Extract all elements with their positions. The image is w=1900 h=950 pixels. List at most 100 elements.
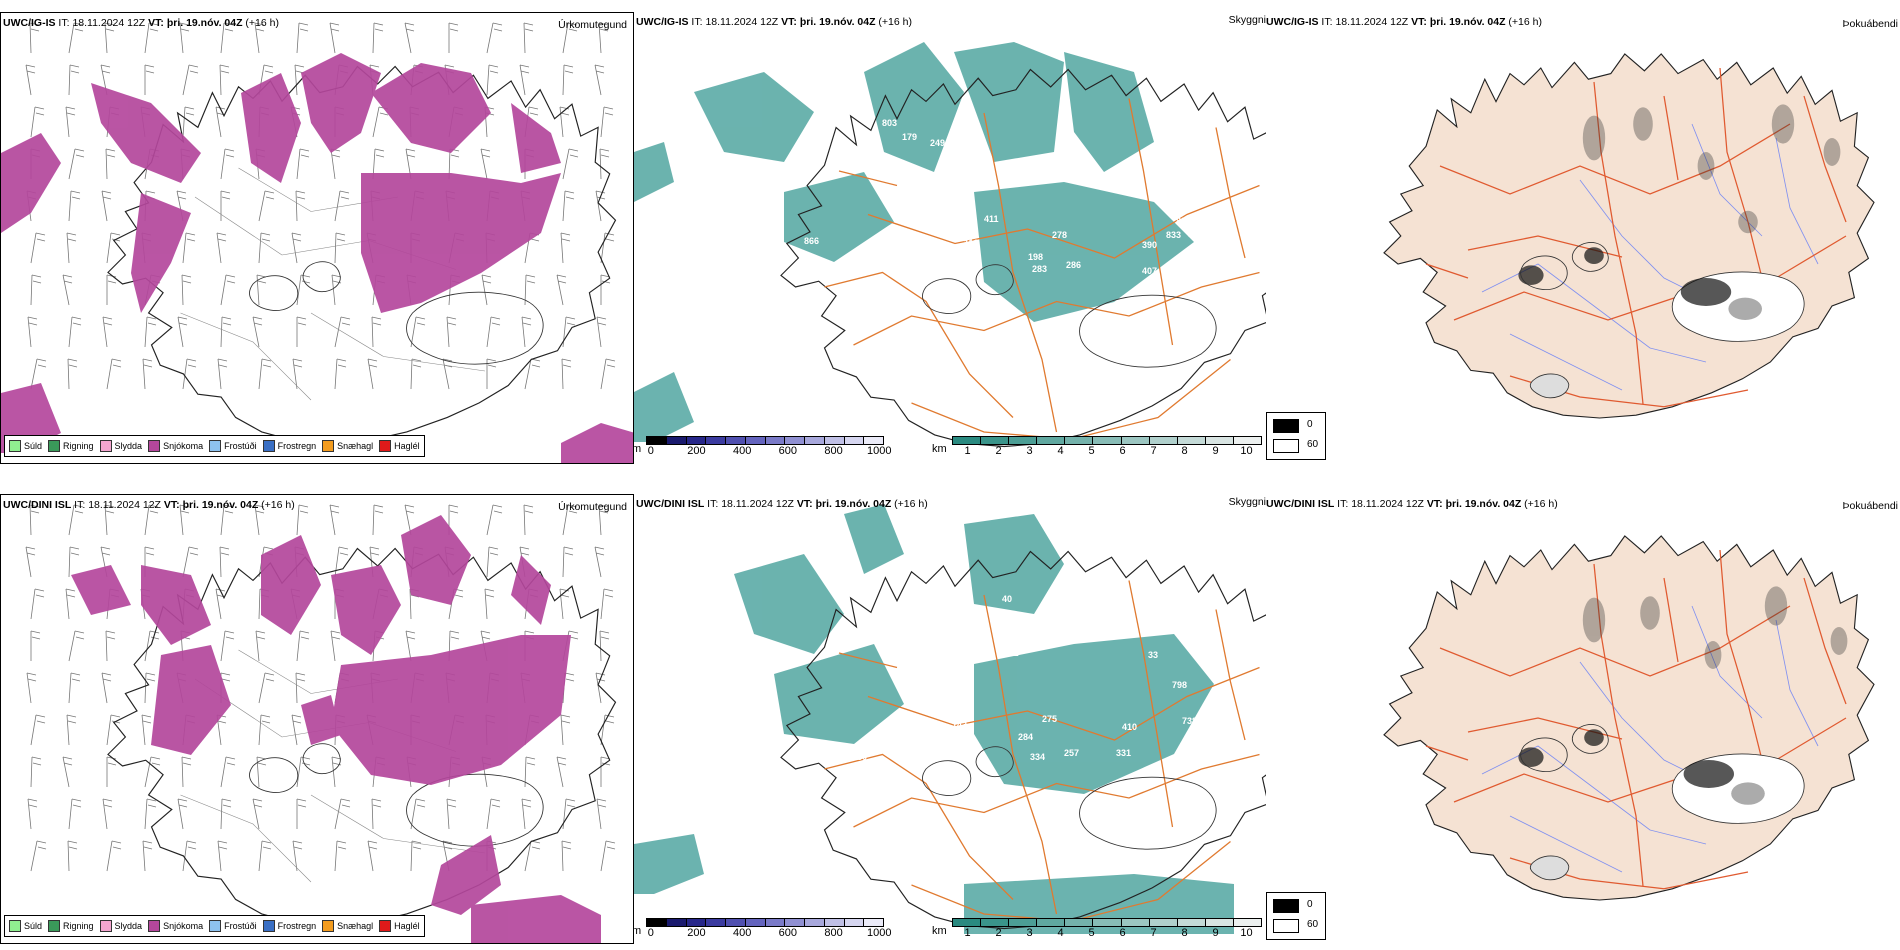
wind-barb [562, 22, 578, 54]
wind-barb [258, 840, 272, 872]
wind-barb [30, 630, 41, 661]
wind-barb [446, 798, 457, 830]
wind-barb [258, 672, 275, 704]
colorbar-segment [666, 919, 687, 926]
wind-barb [30, 106, 45, 138]
wind-barb [254, 22, 265, 54]
low-visibility-areas [634, 42, 1194, 442]
wind-barb [62, 756, 73, 788]
wind-barb [182, 546, 199, 578]
legend-label: Snjókoma [163, 921, 204, 931]
wind-barb [216, 232, 227, 264]
colorbar-segment [864, 919, 883, 926]
cloud-base-label: 407 [1142, 266, 1157, 276]
wind-barb [562, 64, 574, 96]
wind-barb [104, 22, 115, 54]
colorbar-segment [765, 919, 786, 926]
wind-barb [179, 504, 190, 536]
wind-barb [600, 840, 616, 872]
panel-type-label: Skyggni [1228, 496, 1266, 508]
wind-barb [404, 22, 415, 54]
colorbar-segment [1121, 437, 1150, 444]
legend-swatch [209, 440, 222, 452]
cloud-base-label: 136 [954, 618, 969, 628]
colorbar-segment [1093, 437, 1122, 444]
wind-barb [220, 316, 232, 348]
colorbar-tick-label: 4 [1057, 927, 1064, 939]
wind-barb [562, 190, 575, 222]
cloud-base-label: 249 [930, 138, 945, 148]
legend-label: Frostregn [277, 921, 317, 931]
wind-barb [68, 798, 82, 830]
wind-barb [600, 106, 614, 138]
wind-barb [599, 630, 610, 662]
legend-swatch [9, 920, 21, 932]
wind-barb [292, 358, 303, 390]
colorbar-segment [726, 437, 746, 444]
cloud-base-colorbar: 0 200 400 600 800 1000 m [634, 918, 891, 941]
fog-map [1383, 53, 1875, 419]
wind-barb [258, 190, 275, 222]
wind-barb [144, 798, 157, 830]
cloud-base-label: 257 [1064, 748, 1079, 758]
wind-barb [25, 64, 36, 96]
wind-barb [523, 504, 534, 536]
cloud-base-label: 803 [882, 118, 897, 128]
wind-barb [104, 504, 115, 536]
wind-barb [600, 232, 615, 264]
wind-barb [334, 316, 351, 348]
cloud-base-label: 74 [1150, 162, 1160, 172]
wind-barb [66, 232, 77, 264]
legend-swatch [9, 440, 21, 452]
cloud-base-label: 303 [954, 646, 969, 656]
precip-map [25, 504, 617, 943]
wind-barb [258, 358, 272, 390]
cloud-base-label: 411 [984, 214, 999, 224]
colorbar-segment [824, 919, 845, 926]
cloud-base-label: 163 [884, 260, 899, 270]
colorbar-segment [805, 919, 825, 926]
colorbar-segment [745, 437, 766, 444]
wind-barb [291, 232, 302, 264]
wind-barb [102, 798, 113, 830]
wind-barb [334, 190, 350, 222]
colorbar-segment [1121, 919, 1150, 926]
colorbar-segment [953, 919, 982, 926]
cloud-base-label: 836 [1176, 216, 1191, 226]
colorbar-segment [706, 919, 726, 926]
wind-barb [27, 798, 38, 830]
wind-barb [296, 22, 309, 54]
legend-item: Snæhagl [322, 440, 373, 452]
wind-barb [142, 840, 153, 872]
wind-barb [410, 316, 426, 348]
cloud-base-label: 371 [940, 594, 955, 604]
wind-barb [595, 190, 606, 222]
cloud-base-label: 275 [1042, 714, 1057, 724]
wind-barb [594, 64, 605, 96]
legend-label: Slydda [114, 441, 143, 451]
colorbar-segment [1149, 437, 1178, 444]
colorbar-segment [1093, 919, 1122, 926]
colorbar-segment [805, 437, 825, 444]
wind-barb [30, 840, 47, 872]
cloud-base-label: 33 [1148, 650, 1158, 660]
wind-barb [102, 316, 113, 348]
colorbar-segment [1037, 919, 1066, 926]
cloud-base-label: 278 [1052, 230, 1067, 240]
wind-barb [105, 148, 116, 180]
colorbar-tick-label: 8 [1181, 445, 1188, 457]
cloud-base-label: 594 [1188, 196, 1203, 206]
wind-barb [177, 316, 188, 348]
colorbar-tick-label: 1 [964, 927, 971, 939]
cloud-map: 803 179 249 284 158 411 172 74 594 836 833 479 426 39… [634, 42, 1266, 448]
cloud-base-label: 866 [804, 236, 819, 246]
colorbar-segment [844, 919, 865, 926]
legend-label: Frostúði [224, 921, 257, 931]
colorbar-segment [824, 437, 845, 444]
wind-barb [255, 630, 266, 662]
wind-barb [182, 106, 195, 138]
wind-barb [446, 316, 457, 348]
wind-barb [106, 274, 117, 305]
fog-panel-2: UWC/DINI ISL IT: 18.11.2024 12Z VT: þri.… [1264, 494, 1900, 944]
cloud-panel-1: UWC/IG-IS IT: 18.11.2024 12Z VT: þri. 19… [634, 12, 1266, 464]
